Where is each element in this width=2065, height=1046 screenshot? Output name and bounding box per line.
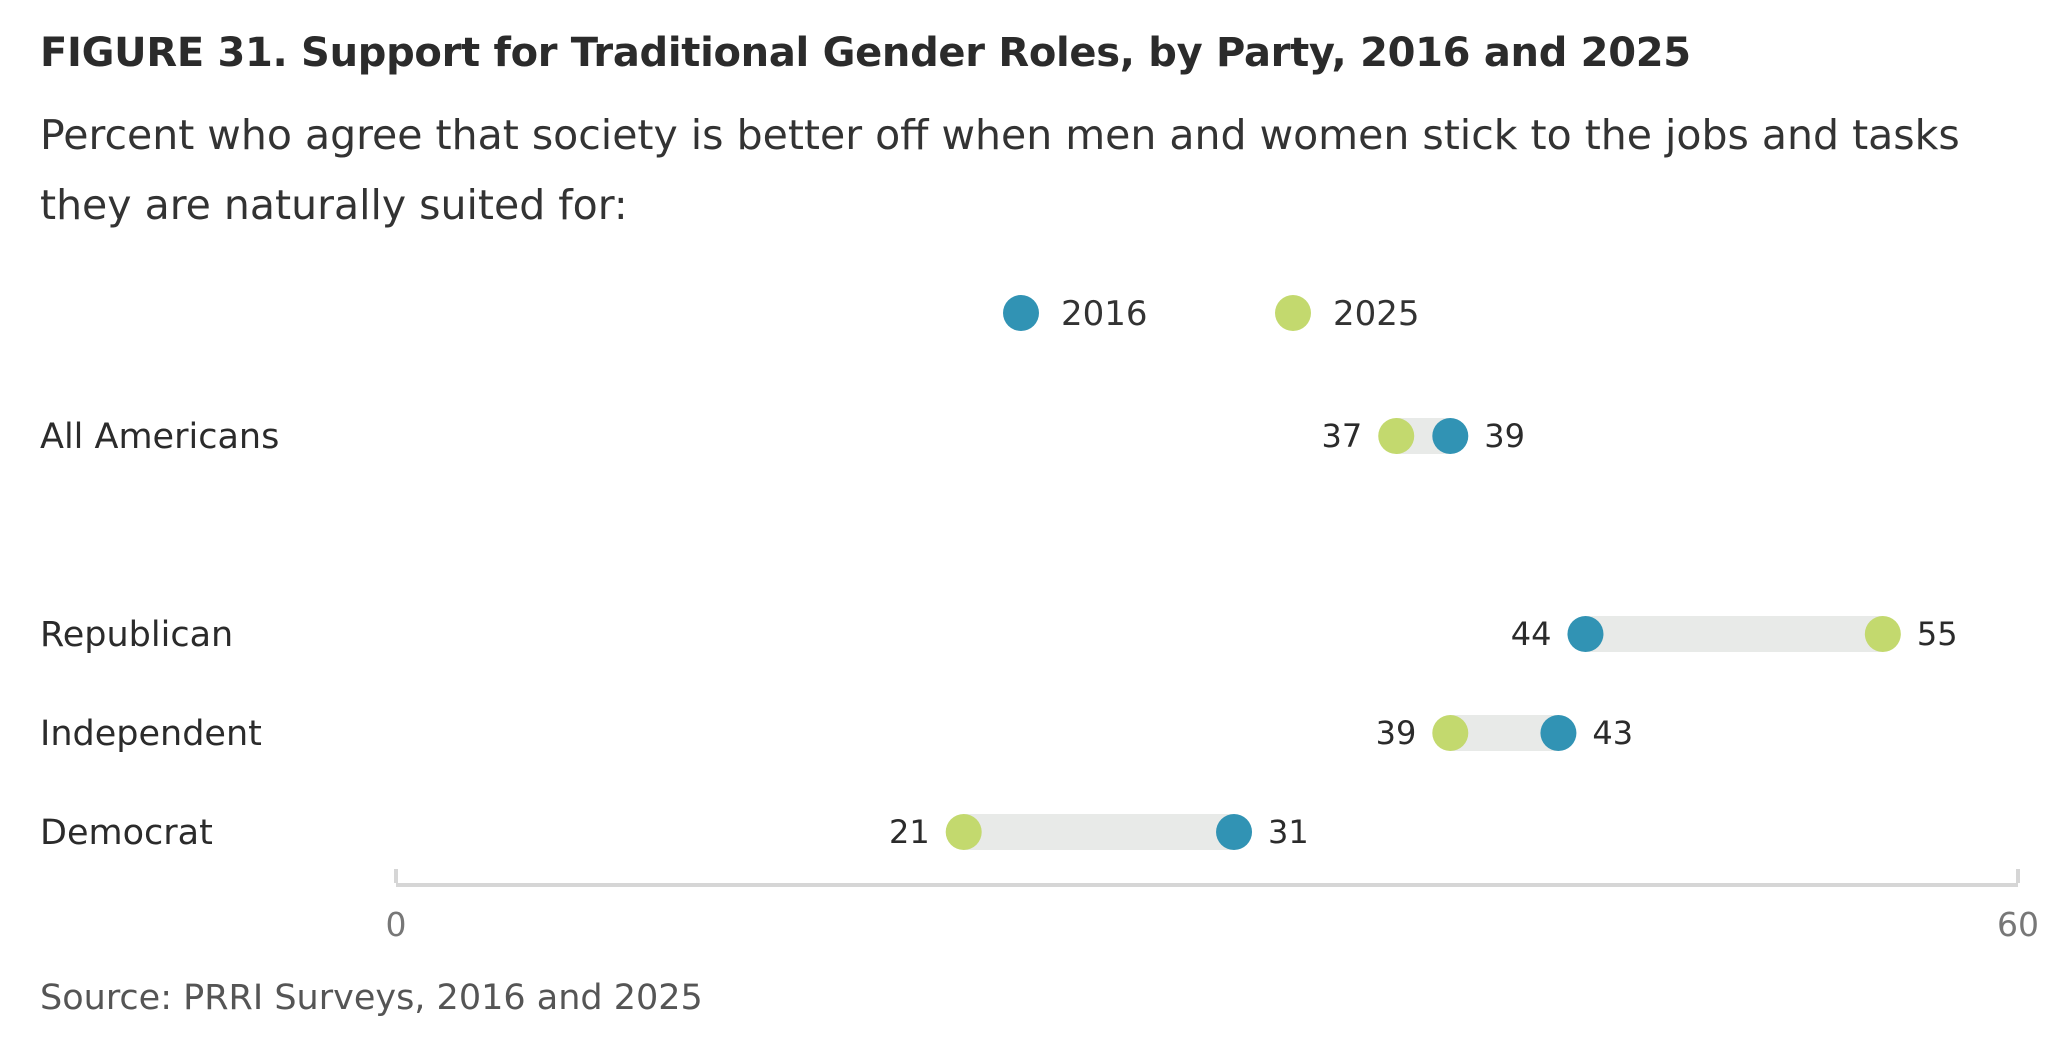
- connector-bar-democrat: [963, 814, 1235, 850]
- value-label-2016-republican: 44: [1511, 615, 1552, 653]
- value-label-2016-independent: 43: [1592, 714, 1633, 752]
- connector-bar-republican: [1585, 616, 1883, 652]
- connector-bar-independent: [1450, 715, 1559, 751]
- dot-2025-democrat: [945, 814, 982, 850]
- legend-marker-2016: [1003, 295, 1039, 331]
- value-label-2016-all-americans: 39: [1484, 417, 1525, 455]
- row-label-democrat: Democrat: [40, 813, 213, 853]
- value-label-2025-democrat: 21: [889, 813, 930, 851]
- value-label-2025-republican: 55: [1917, 615, 1958, 653]
- dot-2016-republican: [1567, 616, 1604, 652]
- row-label-all-americans: All Americans: [40, 417, 279, 457]
- legend-label-2025: 2025: [1333, 294, 1420, 334]
- source-note: Source: PRRI Surveys, 2016 and 2025: [40, 978, 703, 1018]
- dot-2025-independent: [1432, 715, 1469, 751]
- x-tick-label-0: 0: [386, 905, 407, 944]
- chart-subtitle: Percent who agree that society is better…: [40, 111, 1960, 229]
- row-label-republican: Republican: [40, 615, 233, 655]
- value-label-2025-independent: 39: [1376, 714, 1417, 752]
- legend-marker-2025: [1275, 295, 1311, 331]
- dot-2016-democrat: [1216, 814, 1253, 850]
- value-label-2025-all-americans: 37: [1322, 417, 1363, 455]
- legend-label-2016: 2016: [1061, 294, 1148, 334]
- x-tick-label-60: 60: [1997, 905, 2039, 944]
- dot-2016-independent: [1540, 715, 1577, 751]
- chart-title: FIGURE 31. Support for Traditional Gende…: [40, 30, 1691, 76]
- value-label-2016-democrat: 31: [1268, 813, 1309, 851]
- dot-2025-republican: [1864, 616, 1901, 652]
- dot-2016-all-americans: [1432, 418, 1469, 454]
- dot-2025-all-americans: [1378, 418, 1415, 454]
- row-label-independent: Independent: [40, 714, 262, 754]
